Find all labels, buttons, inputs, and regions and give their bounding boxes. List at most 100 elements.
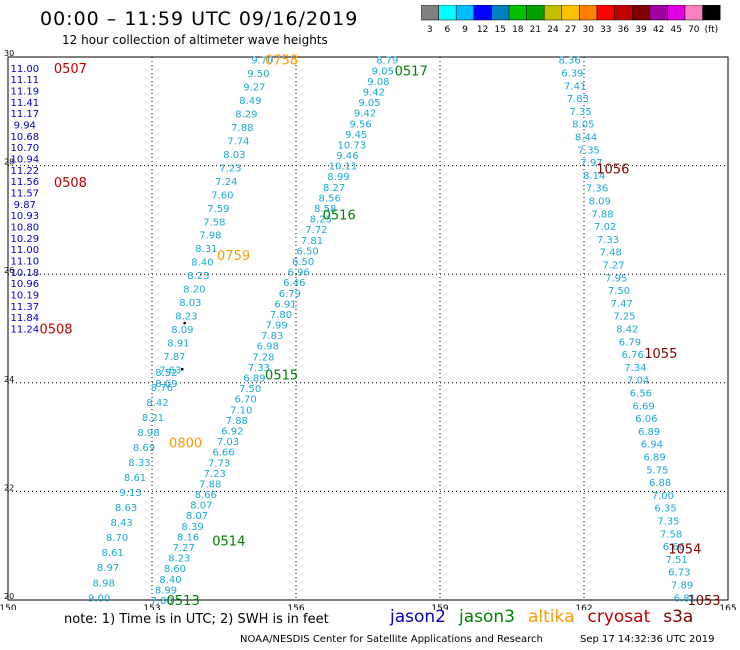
wave-height-value: 9.27 <box>243 83 265 94</box>
wave-height-value: 6.92 <box>221 426 243 437</box>
wave-height-value: 7.89 <box>671 580 693 591</box>
pass-time-label: 0514 <box>212 534 245 549</box>
pass-time-label: 0508 <box>54 176 87 191</box>
wave-height-value: 7.33 <box>248 363 270 374</box>
wave-height-value: 7.58 <box>660 529 682 540</box>
wave-height-value: 11.22 <box>10 166 39 177</box>
colorbar-label: 42 <box>653 25 664 35</box>
wave-height-value: 7.36 <box>586 184 608 195</box>
wave-height-value: 9.42 <box>363 87 385 98</box>
wave-height-value: 9.46 <box>336 151 358 162</box>
wave-height-value: 6.50 <box>292 257 314 268</box>
wave-height-value: 8.49 <box>239 96 261 107</box>
wave-height-value: 7.88 <box>591 209 613 220</box>
wave-height-value: 8.61 <box>124 473 146 484</box>
colorbar-label: 3 <box>427 25 433 35</box>
legend-item-cryosat: cryosat <box>587 607 651 627</box>
wave-height-value: 8.05 <box>572 120 594 131</box>
wave-height-value: 7.10 <box>230 405 252 416</box>
colorbar-label: 15 <box>494 25 505 35</box>
colorbar-label: 70 <box>688 25 700 35</box>
wave-height-value: 9.45 <box>345 130 367 141</box>
wave-height-value: 11.37 <box>10 302 39 313</box>
wave-height-value: 11.19 <box>10 87 39 98</box>
pass-time-label: 0800 <box>169 437 202 452</box>
marker-dot <box>180 367 184 371</box>
wave-height-value: 7.35 <box>657 516 679 527</box>
wave-height-value: 6.46 <box>283 278 305 289</box>
wave-height-value: 7.58 <box>203 217 225 228</box>
wave-height-value: 11.17 <box>10 109 39 120</box>
wave-height-value: 6.56 <box>630 388 652 399</box>
colorbar-label: 12 <box>477 25 488 35</box>
wave-height-value: 8.03 <box>223 150 245 161</box>
footer-credit: NOAA/NESDIS Center for Satellite Applica… <box>240 634 543 645</box>
y-tick-label: 30 <box>4 49 14 58</box>
wave-height-value: 7.35 <box>569 107 591 118</box>
wave-height-value: 7.63 <box>159 365 181 376</box>
wave-height-value: 8.09 <box>155 379 177 390</box>
wave-height-value: 10.94 <box>10 155 39 166</box>
wave-height-value: 10.18 <box>10 268 39 279</box>
wave-height-value: 6.96 <box>288 268 310 279</box>
wave-height-value: 8.07 <box>190 501 212 512</box>
wave-height-value: 7.28 <box>252 352 274 363</box>
wave-height-map: 150 153 156 159 162 16520222426283011.0011.11… <box>0 49 737 610</box>
wave-height-value: 7.34 <box>624 363 646 374</box>
y-tick-label: 24 <box>4 375 14 384</box>
wave-height-value: 8.63 <box>115 503 137 514</box>
y-tick-label: 26 <box>4 266 14 275</box>
wave-height-value: 6.06 <box>635 414 657 425</box>
footer-timestamp: Sep 17 14:32:36 UTC 2019 <box>580 634 715 645</box>
colorbar-legend: 3 6 9 12 15 18 21 24 27 30 33 36 39 42 45 70 (ft) <box>421 5 721 35</box>
footer-note: note: 1) Time is in UTC; 2) SWH is in fe… <box>64 612 329 627</box>
wave-height-value: 8.44 <box>575 133 597 144</box>
page-title: 00:00 – 11:59 UTC 09/16/2019 <box>40 8 359 30</box>
colorbar-label: 33 <box>600 25 611 35</box>
wave-height-value: 6.73 <box>668 568 690 579</box>
wave-height-value: 9.50 <box>247 69 269 80</box>
wave-height-value: 11.24 <box>10 325 39 336</box>
wave-height-value: 9.56 <box>350 119 372 130</box>
wave-height-value: 7.25 <box>613 312 635 323</box>
wave-height-value: 8.09 <box>171 325 193 336</box>
wave-height-value: 7.50 <box>608 286 630 297</box>
wave-height-value: 7.02 <box>594 222 616 233</box>
wave-height-value: 6.94 <box>641 440 663 451</box>
wave-height-value: 10.11 <box>329 162 358 173</box>
wave-height-value: 7.99 <box>265 321 287 332</box>
wave-height-value: 6.89 <box>638 427 660 438</box>
wave-height-value: 7.98 <box>199 231 221 242</box>
wave-height-value: 8.91 <box>167 338 189 349</box>
wave-height-value: 10.70 <box>10 143 39 154</box>
wave-height-value: 10.96 <box>10 279 39 290</box>
wave-height-value: 8.16 <box>177 532 199 543</box>
wave-height-value: 7.60 <box>211 190 233 201</box>
colorbar-label: (ft) <box>705 25 719 35</box>
wave-height-value: 8.98 <box>137 428 159 439</box>
wave-height-value: 9.94 <box>14 121 36 132</box>
wave-height-value: 8.99 <box>155 585 177 596</box>
wave-height-value: 10.73 <box>337 140 366 151</box>
wave-height-value: 8.66 <box>195 490 217 501</box>
wave-height-value: 7.04 <box>627 376 649 387</box>
wave-height-value: 8.56 <box>319 193 341 204</box>
wave-height-value: 10.93 <box>10 211 39 222</box>
wave-height-value: 7.47 <box>611 299 633 310</box>
legend-item-s3a: s3a <box>663 607 694 627</box>
wave-height-value: 7.27 <box>173 543 195 554</box>
colorbar-label: 45 <box>670 25 681 35</box>
wave-height-value: 8.98 <box>93 578 115 589</box>
wave-height-value: 7.51 <box>665 555 687 566</box>
x-tick-label: 153 <box>143 604 160 610</box>
wave-height-value: 10.29 <box>10 234 39 245</box>
wave-height-value: 7.00 <box>652 491 674 502</box>
wave-height-value: 7.81 <box>301 236 323 247</box>
map-frame <box>7 56 729 601</box>
wave-height-value: 8.61 <box>102 548 124 559</box>
colorbar-label: 18 <box>512 25 524 35</box>
wave-height-value: 8.23 <box>175 311 197 322</box>
wave-height-value: 7.88 <box>231 123 253 134</box>
wave-height-value: 7.72 <box>305 225 327 236</box>
colorbar-label: 36 <box>618 25 630 35</box>
